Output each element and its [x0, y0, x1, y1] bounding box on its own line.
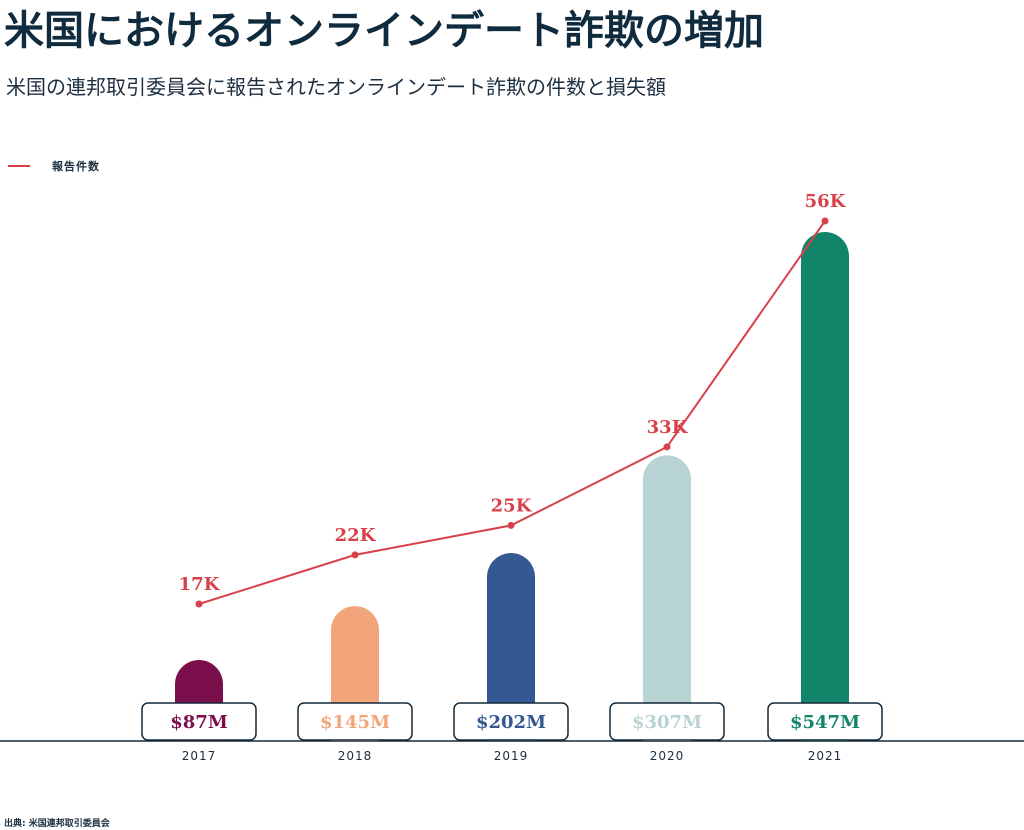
value-box-2018 [297, 702, 413, 741]
value-label-2021: $547M [790, 712, 860, 733]
bar-2019 [487, 553, 535, 741]
bar-2021 [801, 232, 849, 741]
value-box-2021 [767, 702, 883, 741]
reports-point-2017 [195, 600, 203, 608]
reports-label-2020: 33K [647, 417, 689, 438]
reports-label-2018: 22K [335, 525, 377, 546]
x-tick-label-2021: 2021 [808, 749, 843, 763]
value-label-2017: $87M [170, 712, 228, 733]
reports-label-2021: 56K [805, 191, 847, 212]
value-label-2019: $202M [476, 712, 546, 733]
reports-label-2019: 25K [491, 495, 533, 516]
value-box-2020 [609, 702, 725, 741]
value-box-2017 [141, 702, 257, 741]
legend-line-swatch [8, 165, 30, 167]
reports-point-2021 [821, 217, 829, 225]
legend: 報告件数 [8, 158, 100, 174]
x-tick-label-2019: 2019 [494, 749, 529, 763]
source-note: 出典: 米国連邦取引委員会 [4, 819, 110, 829]
reports-point-2020 [663, 443, 671, 451]
reports-point-2018 [351, 551, 359, 559]
value-box-2019 [453, 702, 569, 741]
value-label-2020: $307M [632, 712, 702, 733]
x-tick-label-2017: 2017 [182, 749, 217, 763]
chart-subtitle: 米国の連邦取引委員会に報告されたオンラインデート詐欺の件数と損失額 [6, 75, 666, 99]
chart-title: 米国におけるオンラインデート詐欺の増加 [4, 7, 764, 54]
legend-label: 報告件数 [52, 160, 100, 173]
reports-line [198, 220, 826, 605]
x-tick-label-2018: 2018 [338, 749, 373, 763]
bar-2020 [643, 455, 691, 741]
x-tick-label-2020: 2020 [650, 749, 685, 763]
value-label-2018: $145M [320, 712, 390, 733]
reports-label-2017: 17K [179, 574, 221, 595]
reports-point-2019 [507, 521, 515, 529]
